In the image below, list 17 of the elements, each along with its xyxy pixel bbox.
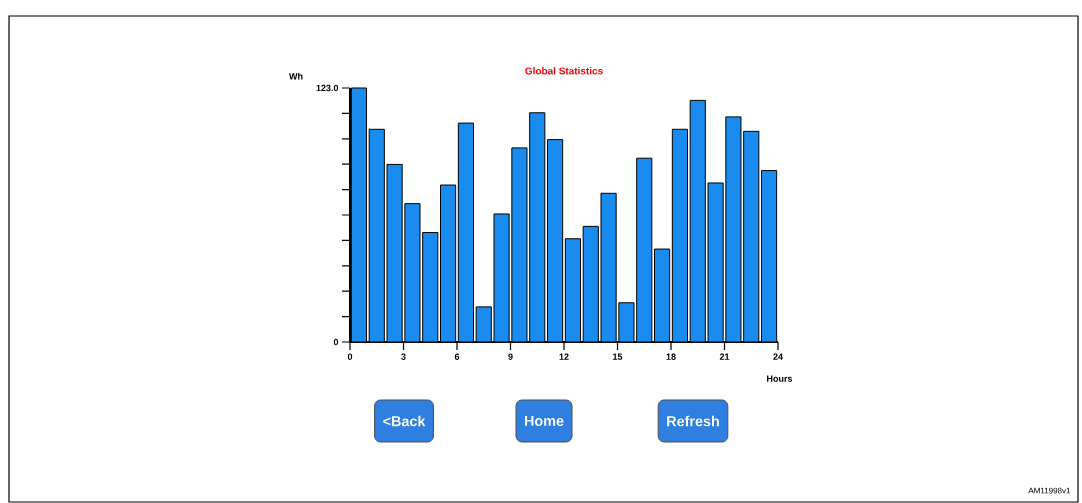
x-tick-label: 6 [454, 353, 460, 360]
x-tick-label: 18 [666, 353, 676, 360]
x-tick-label: 24 [773, 353, 783, 360]
x-axis-title: Hours [767, 375, 793, 382]
x-tick-label: 0 [347, 353, 353, 360]
y-tick-label: 123.0 [316, 84, 339, 92]
text: AM11998v1 [1028, 487, 1071, 494]
x-tick-label: 15 [613, 353, 623, 360]
x-tick-label: 9 [508, 353, 513, 360]
text: Home [524, 415, 564, 427]
x-tick-label: 12 [559, 353, 569, 360]
x-tick-label: 3 [401, 353, 406, 360]
chart-title: Global Statistics [525, 67, 603, 75]
y-axis-title: Wh [289, 72, 303, 80]
x-tick-label: 21 [719, 353, 730, 360]
text: <Back [383, 415, 426, 427]
text: Refresh [667, 415, 719, 427]
